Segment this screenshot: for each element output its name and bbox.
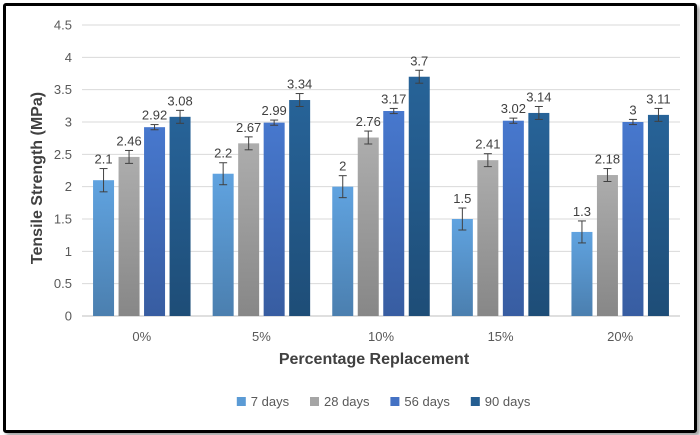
bar-7-days-0pct	[93, 180, 115, 316]
legend-swatch	[236, 397, 246, 406]
x-tick-label: 15%	[488, 329, 514, 344]
bar-56-days-15pct	[502, 120, 524, 316]
bar-28-days-5pct	[238, 143, 260, 316]
legend-swatch	[390, 397, 400, 406]
bar-28-days-15pct	[477, 160, 499, 316]
y-tick-label: 1.5	[54, 212, 72, 227]
data-label: 2.92	[142, 108, 167, 123]
data-label: 2.18	[595, 152, 620, 167]
legend-item: 56 days	[390, 394, 450, 409]
bar-90-days-10pct	[408, 76, 430, 316]
legend-swatch	[470, 397, 480, 406]
data-label: 3.34	[287, 77, 312, 92]
data-label: 3.14	[526, 89, 551, 104]
data-label: 2.41	[475, 137, 500, 152]
bar-56-days-0pct	[144, 127, 166, 316]
data-label: 2	[339, 159, 346, 174]
bar-90-days-20pct	[647, 114, 669, 317]
bar-90-days-0pct	[169, 116, 191, 317]
y-tick-label: 0.5	[54, 276, 72, 291]
legend-label: 56 days	[404, 394, 450, 409]
y-tick-label: 2	[65, 179, 72, 194]
data-label: 2.1	[95, 152, 113, 167]
y-tick-label: 2.5	[54, 147, 72, 162]
y-tick-label: 0	[65, 309, 72, 324]
data-label: 2.67	[236, 120, 261, 135]
y-axis-title: Tensile Strength (MPa)	[29, 92, 46, 264]
bar-7-days-20pct	[571, 231, 593, 316]
bar-90-days-5pct	[289, 100, 311, 316]
x-axis-ticks: 0% 5% 10% 15% 20%	[132, 329, 633, 344]
data-label: 3.17	[381, 91, 406, 106]
data-label: 2.76	[356, 114, 381, 129]
data-label: 3.7	[410, 53, 428, 68]
x-tick-label: 20%	[607, 329, 633, 344]
bar-28-days-0pct	[118, 156, 140, 316]
x-axis-title: Percentage Replacement	[279, 351, 470, 368]
legend-label: 28 days	[324, 394, 370, 409]
bar-28-days-10pct	[357, 137, 379, 316]
bar-7-days-15pct	[451, 219, 473, 316]
data-label: 1.5	[453, 191, 471, 206]
x-tick-label: 0%	[132, 329, 151, 344]
legend-swatch	[310, 397, 319, 406]
legend-label: 90 days	[485, 394, 531, 409]
data-label: 3.02	[501, 101, 526, 116]
y-tick-label: 3.5	[54, 82, 72, 97]
legend-item: 90 days	[470, 394, 531, 409]
data-label: 3	[629, 102, 636, 117]
x-tick-label: 5%	[252, 329, 271, 344]
bar-90-days-15pct	[528, 112, 550, 317]
bar-7-days-10pct	[332, 186, 354, 316]
data-label: 2.99	[261, 103, 286, 118]
legend-item: 7 days	[236, 394, 290, 409]
x-tick-label: 10%	[368, 329, 394, 344]
data-label: 2.46	[116, 133, 141, 148]
y-axis-ticks: 0 0.5 1 1.5 2 2.5 3 3.5 4 4.5	[54, 18, 72, 324]
data-label: 1.3	[573, 204, 591, 219]
legend: 7 days 28 days 56 days 90 days	[236, 394, 531, 409]
bar-7-days-5pct	[212, 173, 234, 316]
y-tick-label: 1	[65, 244, 72, 259]
data-label: 2.2	[214, 146, 232, 161]
data-label: 3.08	[167, 93, 192, 108]
bars: 2.12.462.923.08 2.2 2.672.993.34 2 2.763.17 3…	[93, 53, 671, 317]
bar-56-days-5pct	[263, 122, 285, 316]
legend-label: 7 days	[251, 394, 290, 409]
bar-56-days-10pct	[383, 111, 405, 316]
bar-56-days-20pct	[622, 122, 644, 316]
legend-item: 28 days	[310, 394, 370, 409]
data-label: 3.11	[646, 91, 670, 106]
y-tick-label: 4.5	[54, 18, 72, 33]
y-tick-label: 3	[65, 115, 72, 130]
bar-28-days-20pct	[596, 175, 618, 316]
y-tick-label: 4	[65, 50, 72, 65]
